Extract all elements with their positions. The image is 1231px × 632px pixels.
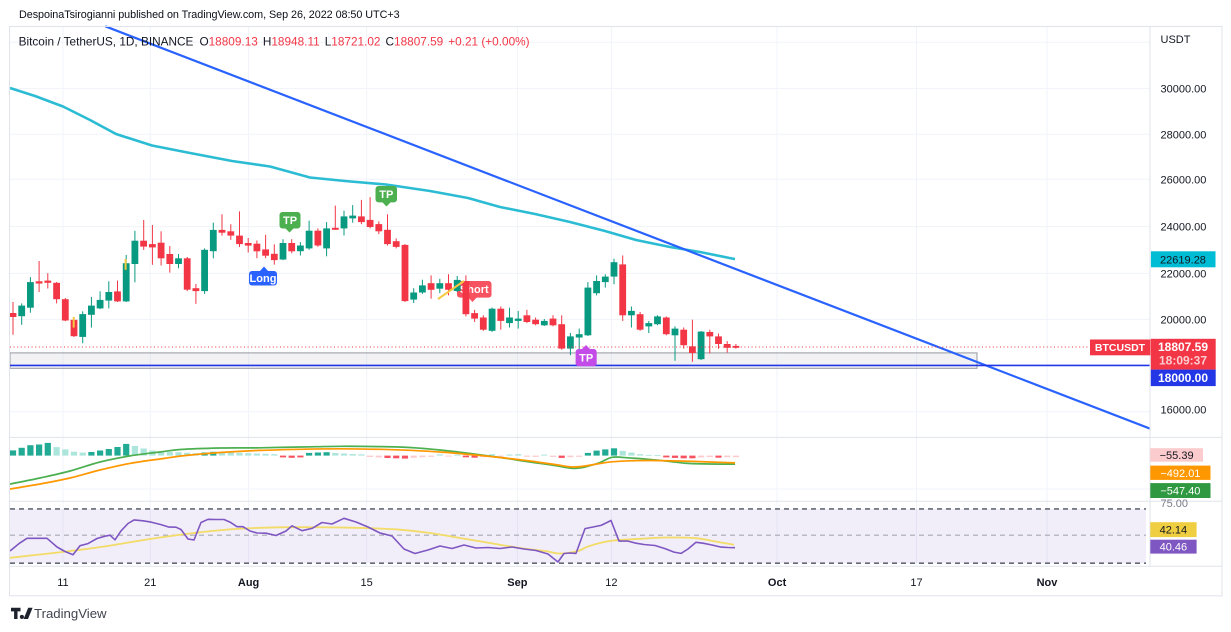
svg-text:−547.40: −547.40 [1160, 486, 1200, 498]
svg-text:75.00: 75.00 [1161, 498, 1189, 510]
svg-text:USDT: USDT [1161, 34, 1191, 46]
svg-text:24000.00: 24000.00 [1161, 222, 1207, 234]
svg-text:Bitcoin / TetherUS, 1D, BINANC: Bitcoin / TetherUS, 1D, BINANCE O18809.13… [19, 35, 530, 49]
svg-text:42.14: 42.14 [1160, 525, 1188, 537]
svg-text:Nov: Nov [1037, 577, 1059, 589]
svg-text:26000.00: 26000.00 [1161, 174, 1207, 186]
svg-text:30000.00: 30000.00 [1161, 83, 1207, 95]
svg-text:−55.39: −55.39 [1160, 450, 1194, 462]
svg-text:TradingView: TradingView [34, 606, 107, 621]
svg-text:TP: TP [283, 215, 297, 227]
svg-text:21: 21 [144, 577, 156, 589]
svg-text:17: 17 [910, 577, 922, 589]
svg-text:28000.00: 28000.00 [1161, 129, 1207, 141]
svg-text:40.46: 40.46 [1160, 542, 1188, 554]
svg-text:18:09:37: 18:09:37 [1159, 354, 1207, 368]
svg-text:Oct: Oct [768, 577, 787, 589]
svg-text:Aug: Aug [238, 577, 259, 589]
svg-text:TP: TP [579, 353, 593, 365]
svg-text:DespoinaTsirogianni published: DespoinaTsirogianni published on Trading… [19, 9, 400, 21]
svg-text:16000.00: 16000.00 [1161, 405, 1207, 417]
svg-text:TP: TP [379, 189, 393, 201]
svg-text:22619.28: 22619.28 [1160, 254, 1206, 266]
svg-text:11: 11 [57, 577, 68, 589]
svg-text:18000.00: 18000.00 [1158, 371, 1208, 385]
svg-text:−492.01: −492.01 [1160, 468, 1200, 480]
svg-text:BTCUSDT: BTCUSDT [1095, 342, 1146, 354]
svg-text:22000.00: 22000.00 [1161, 268, 1207, 280]
svg-text:18807.59: 18807.59 [1158, 340, 1208, 354]
svg-text:15: 15 [360, 577, 372, 589]
svg-text:Sep: Sep [507, 577, 527, 589]
svg-text:20000.00: 20000.00 [1161, 314, 1207, 326]
svg-text:12: 12 [605, 577, 617, 589]
svg-text:Long: Long [250, 273, 277, 285]
